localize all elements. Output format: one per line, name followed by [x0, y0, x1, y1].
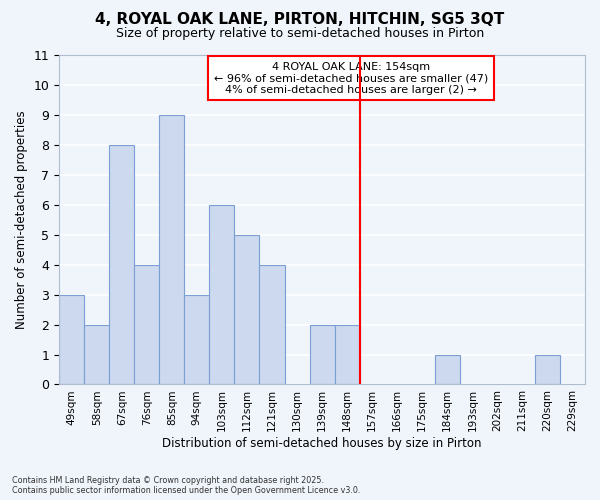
Bar [259, 264, 284, 384]
Bar [184, 294, 209, 384]
Y-axis label: Number of semi-detached properties: Number of semi-detached properties [15, 110, 28, 329]
Bar [84, 324, 109, 384]
Text: 4, ROYAL OAK LANE, PIRTON, HITCHIN, SG5 3QT: 4, ROYAL OAK LANE, PIRTON, HITCHIN, SG5 … [95, 12, 505, 28]
Bar [134, 264, 160, 384]
Bar [435, 354, 460, 384]
Bar [335, 324, 359, 384]
Text: Size of property relative to semi-detached houses in Pirton: Size of property relative to semi-detach… [116, 28, 484, 40]
Bar [59, 294, 84, 384]
Bar [310, 324, 335, 384]
Bar [209, 205, 235, 384]
Bar [160, 115, 184, 384]
Bar [535, 354, 560, 384]
Bar [235, 234, 259, 384]
X-axis label: Distribution of semi-detached houses by size in Pirton: Distribution of semi-detached houses by … [163, 437, 482, 450]
Text: Contains HM Land Registry data © Crown copyright and database right 2025.
Contai: Contains HM Land Registry data © Crown c… [12, 476, 361, 495]
Bar [109, 145, 134, 384]
Text: 4 ROYAL OAK LANE: 154sqm
← 96% of semi-detached houses are smaller (47)
4% of se: 4 ROYAL OAK LANE: 154sqm ← 96% of semi-d… [214, 62, 488, 95]
